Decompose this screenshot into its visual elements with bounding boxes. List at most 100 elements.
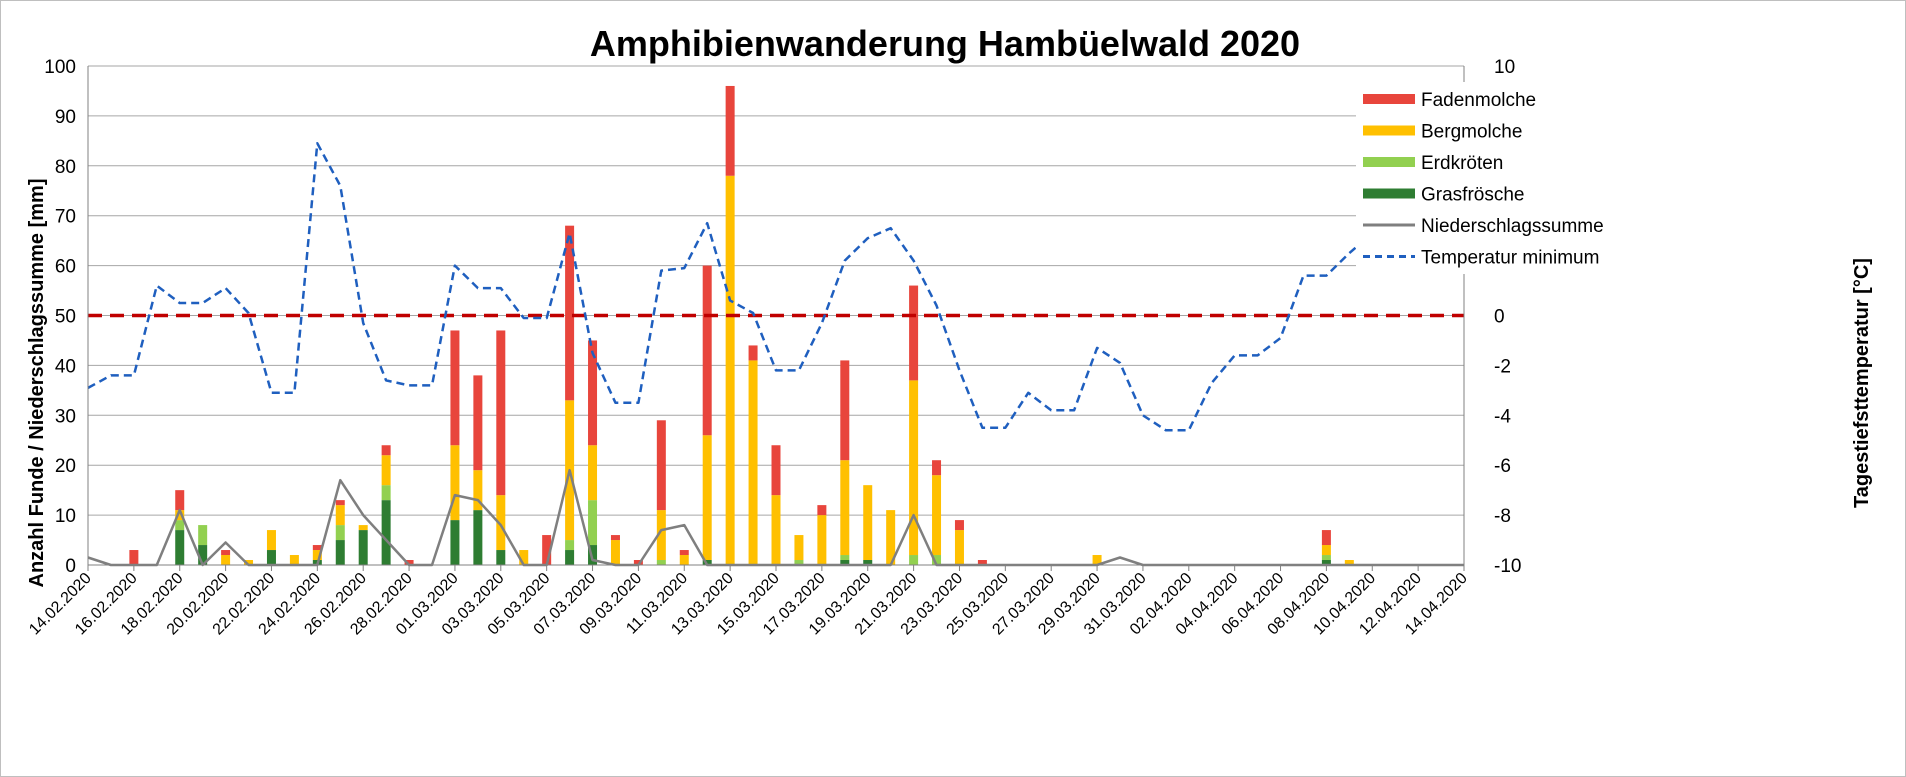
y2-tick-label: -6: [1494, 456, 1511, 477]
bar-segment: [381, 500, 391, 565]
bar-segment: [335, 505, 345, 526]
bar-segment: [840, 460, 850, 556]
bar-segment: [404, 560, 414, 565]
bar-segment: [542, 535, 552, 565]
y2-tick-label: -4: [1494, 406, 1511, 427]
bar-segment: [1344, 560, 1354, 565]
bar-segment: [771, 495, 781, 565]
bar-segment: [840, 555, 850, 561]
bar-segment: [588, 500, 598, 546]
bar-segment: [725, 85, 735, 176]
legend-label: Fadenmolche: [1421, 90, 1536, 111]
bar-segment: [977, 560, 987, 565]
bar-segment: [932, 555, 942, 565]
legend-swatch: [1363, 94, 1415, 104]
bar-segment: [909, 285, 919, 381]
bar-segment: [381, 485, 391, 501]
y-tick-label: 60: [55, 257, 76, 278]
bar-segment: [932, 475, 942, 556]
y-tick-label: 30: [55, 406, 76, 427]
bar-segment: [1092, 555, 1102, 565]
legend-swatch: [1363, 188, 1415, 199]
bar-segment: [1321, 545, 1331, 556]
y2-tick-label: -2: [1494, 356, 1511, 377]
bar-segment: [1321, 555, 1331, 561]
bar-segment: [221, 555, 231, 565]
y-tick-label: 40: [55, 356, 76, 377]
y-tick-label: 100: [44, 57, 76, 78]
bar-segment: [175, 490, 185, 511]
bar-segment: [175, 510, 185, 521]
y2-tick-label: 10: [1494, 57, 1515, 78]
bar-segment: [633, 560, 643, 565]
bar-segment: [312, 545, 322, 551]
bar-segment: [702, 265, 712, 436]
y2-tick-label: -10: [1494, 556, 1521, 577]
legend-swatch: [1363, 125, 1415, 136]
bar-segment: [817, 515, 827, 565]
bar-segment: [381, 455, 391, 486]
bar-segment: [588, 545, 598, 565]
bar-segment: [221, 550, 231, 556]
bar-segment: [335, 500, 345, 506]
bar-segment: [565, 550, 575, 565]
bar-segment: [198, 525, 208, 546]
bar-segment: [817, 505, 827, 516]
bar-segment: [1321, 530, 1331, 546]
bar-segment: [289, 555, 299, 565]
bar-segment: [588, 445, 598, 501]
legend-swatch: [1363, 157, 1415, 167]
y-tick-label: 20: [55, 456, 76, 477]
bar-segment: [886, 510, 896, 565]
y2-tick-label: 0: [1494, 307, 1505, 328]
bar-segment: [175, 520, 185, 531]
bar-segment: [1321, 560, 1331, 565]
bar-segment: [335, 540, 345, 565]
bar-segment: [932, 460, 942, 476]
temperature-line: [87, 142, 1465, 432]
bar-segment: [863, 485, 873, 561]
bar-segment: [473, 470, 483, 511]
bar-segment: [450, 330, 460, 446]
bar-segment: [840, 360, 850, 461]
bar-segment: [450, 520, 460, 565]
bar-segment: [266, 550, 276, 565]
bar-segment: [496, 330, 506, 496]
bar-segment: [519, 550, 529, 565]
bar-segment: [473, 510, 483, 565]
bar-segment: [266, 530, 276, 551]
bar-segment: [175, 530, 185, 565]
bar-segment: [381, 445, 391, 456]
chart-title: Amphibienwanderung Hambüelwald 2020: [590, 23, 1300, 64]
bar-segment: [656, 420, 666, 511]
bar-stacks: [129, 85, 1354, 565]
legend-label: Erdkröten: [1421, 153, 1503, 174]
bar-segment: [679, 555, 689, 565]
bar-segment: [863, 560, 873, 565]
legend-label: Niederschlagssumme: [1421, 216, 1604, 237]
bar-segment: [496, 495, 506, 551]
bar-segment: [909, 555, 919, 565]
bar-segment: [610, 540, 620, 565]
bar-segment: [450, 445, 460, 521]
legend-label: Temperatur minimum: [1421, 248, 1599, 269]
bar-segment: [794, 535, 804, 561]
bar-segment: [588, 340, 598, 446]
bar-segment: [129, 550, 139, 565]
bar-segment: [565, 225, 575, 401]
bar-segment: [725, 175, 735, 565]
y-tick-label: 70: [55, 207, 76, 228]
bar-segment: [748, 360, 758, 565]
bar-segment: [496, 550, 506, 565]
bar-segment: [358, 530, 368, 565]
y-tick-label: 90: [55, 107, 76, 128]
bar-segment: [771, 445, 781, 496]
bar-segment: [198, 545, 208, 565]
bar-segment: [244, 560, 254, 565]
bar-segment: [954, 530, 964, 565]
legend-background: [1356, 82, 1626, 274]
y-axis-title: Anzahl Funde / Niederschlagssumme [mm]: [26, 179, 48, 588]
bar-segment: [954, 520, 964, 531]
y2-tick-label: -8: [1494, 506, 1511, 527]
